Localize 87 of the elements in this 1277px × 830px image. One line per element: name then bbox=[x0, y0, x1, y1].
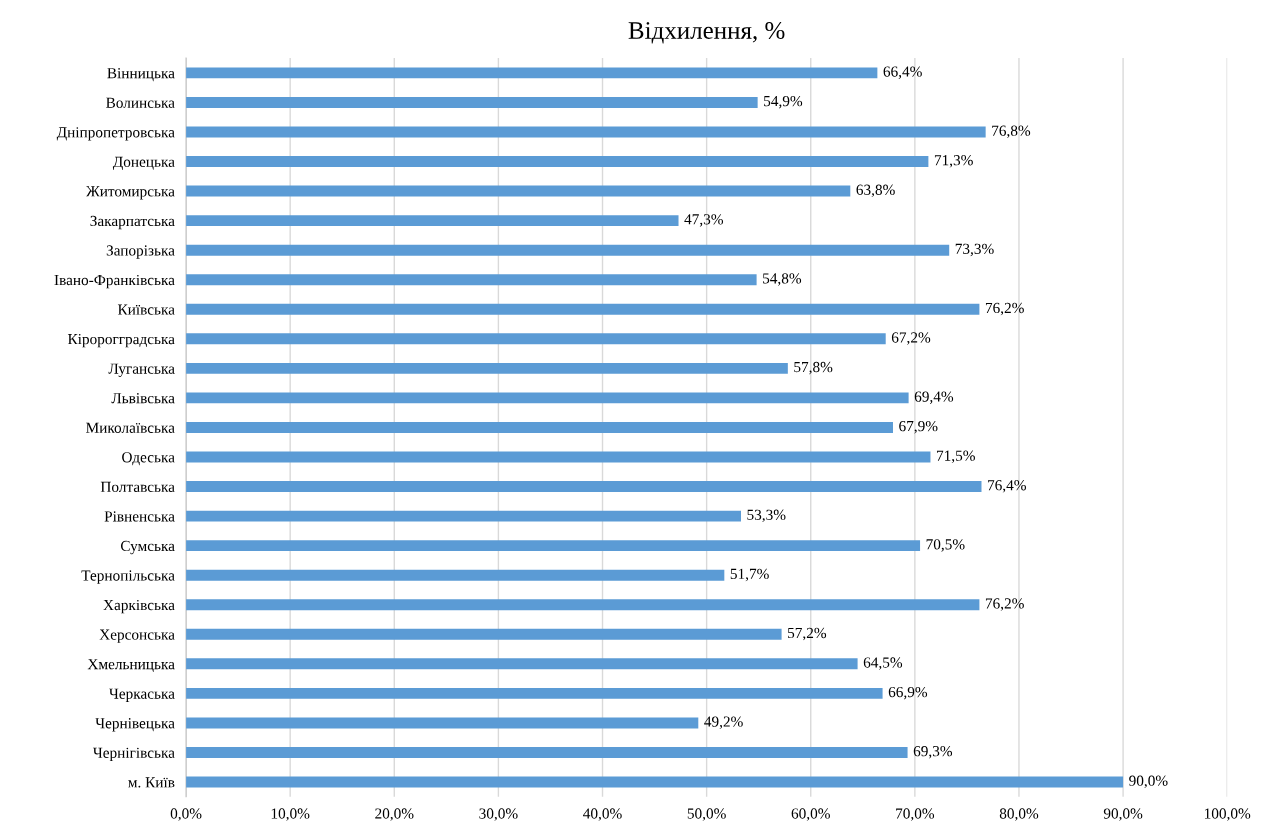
data-label: 69,3% bbox=[913, 745, 953, 759]
y-tick-label: Закарпатська bbox=[90, 215, 175, 230]
x-tick-label: 10,0% bbox=[271, 808, 310, 821]
y-tick-label: Львівська bbox=[111, 393, 175, 404]
y-tick-label: Черкаська bbox=[109, 688, 175, 702]
x-tick-label: 60,0% bbox=[791, 808, 830, 821]
y-tick-label: Одеська bbox=[122, 452, 175, 466]
x-tick-label: 90,0% bbox=[1103, 808, 1143, 821]
data-label: 71,5% bbox=[937, 450, 975, 464]
bar bbox=[186, 510, 741, 522]
chart-title: Відхилення, % bbox=[628, 22, 785, 44]
bar bbox=[186, 599, 980, 611]
bar bbox=[186, 215, 679, 227]
bar bbox=[186, 126, 986, 138]
data-label: 76,2% bbox=[985, 302, 1024, 316]
bar bbox=[186, 244, 950, 256]
bar bbox=[186, 687, 883, 699]
y-tick-label: Тернопільська bbox=[81, 570, 175, 584]
x-tick-label: 40,0% bbox=[583, 808, 622, 821]
bar bbox=[186, 185, 851, 197]
data-label: 57,8% bbox=[794, 361, 833, 375]
data-label: 49,2% bbox=[704, 716, 743, 729]
bar bbox=[186, 776, 1124, 788]
bar bbox=[186, 274, 757, 286]
data-label: 63,8% bbox=[856, 184, 895, 198]
x-tick-label: 70,0% bbox=[896, 808, 935, 821]
data-label: 73,3% bbox=[955, 243, 994, 257]
bar bbox=[186, 628, 782, 640]
x-tick-label: 100,0% bbox=[1204, 808, 1251, 821]
y-tick-label: Запорізька bbox=[106, 245, 175, 259]
y-tick-label: Волинська bbox=[106, 97, 175, 108]
data-label: 76,2% bbox=[985, 598, 1024, 611]
bar bbox=[186, 67, 878, 79]
x-tick-label: 30,0% bbox=[479, 808, 518, 821]
x-tick-label: 20,0% bbox=[375, 808, 414, 821]
bar bbox=[186, 333, 886, 345]
data-label: 51,7% bbox=[730, 568, 769, 582]
x-tick-label: 0,0% bbox=[170, 808, 202, 821]
y-tick-label: Луганська bbox=[108, 363, 175, 377]
y-tick-label: Рівненська bbox=[104, 511, 175, 522]
y-tick-label: Чернівецька bbox=[95, 718, 175, 732]
data-label: 90,0% bbox=[1129, 775, 1168, 789]
y-tick-label: Дніпропетровська bbox=[56, 127, 175, 141]
data-label: 64,5% bbox=[863, 657, 903, 670]
y-tick-label: Вінницька bbox=[107, 68, 175, 82]
bar bbox=[186, 421, 893, 433]
y-tick-label: Кіророгградська bbox=[67, 333, 175, 348]
bar bbox=[186, 569, 725, 581]
y-tick-label: Сумська bbox=[120, 540, 175, 555]
bar bbox=[186, 717, 699, 729]
y-tick-label: Миколаївська bbox=[86, 422, 175, 433]
x-tick-label: 50,0% bbox=[687, 808, 726, 821]
bar bbox=[186, 362, 788, 374]
y-tick-label: Хмельницька bbox=[87, 659, 175, 673]
data-label: 57,2% bbox=[788, 627, 827, 641]
data-label: 67,2% bbox=[891, 332, 931, 345]
y-tick-label: Житомирська bbox=[86, 186, 175, 200]
y-tick-label: Херсонська bbox=[99, 629, 175, 643]
x-tick-label: 80,0% bbox=[999, 808, 1039, 821]
data-label: 71,3% bbox=[934, 155, 973, 168]
data-label: 69,4% bbox=[914, 391, 954, 404]
data-label: 66,9% bbox=[888, 686, 928, 700]
y-tick-label: Київська bbox=[117, 304, 175, 315]
data-label: 76,4% bbox=[988, 480, 1026, 493]
y-tick-label: м. Київ bbox=[128, 777, 175, 788]
y-tick-label: Донецька bbox=[112, 156, 175, 171]
bar bbox=[186, 303, 980, 315]
bar bbox=[186, 156, 929, 167]
bar bbox=[186, 540, 921, 552]
data-label: 53,3% bbox=[747, 509, 786, 523]
y-tick-label: Харківська bbox=[103, 599, 175, 614]
data-label: 54,9% bbox=[764, 95, 803, 109]
data-label: 67,9% bbox=[899, 420, 938, 434]
data-label: 76,8% bbox=[992, 125, 1031, 138]
data-label: 54,8% bbox=[763, 273, 802, 286]
bar bbox=[186, 658, 858, 670]
bar bbox=[186, 96, 758, 108]
bar bbox=[186, 451, 931, 463]
data-label: 66,4% bbox=[883, 66, 922, 79]
data-label: 47,3% bbox=[684, 214, 724, 227]
bar bbox=[186, 747, 908, 758]
bar bbox=[186, 392, 909, 404]
data-label: 70,5% bbox=[926, 539, 965, 552]
y-tick-label: Чернігівська bbox=[92, 747, 175, 762]
bar bbox=[186, 481, 982, 493]
y-tick-label: Івано-Франківська bbox=[54, 274, 175, 289]
y-tick-label: Полтавська bbox=[100, 481, 175, 492]
